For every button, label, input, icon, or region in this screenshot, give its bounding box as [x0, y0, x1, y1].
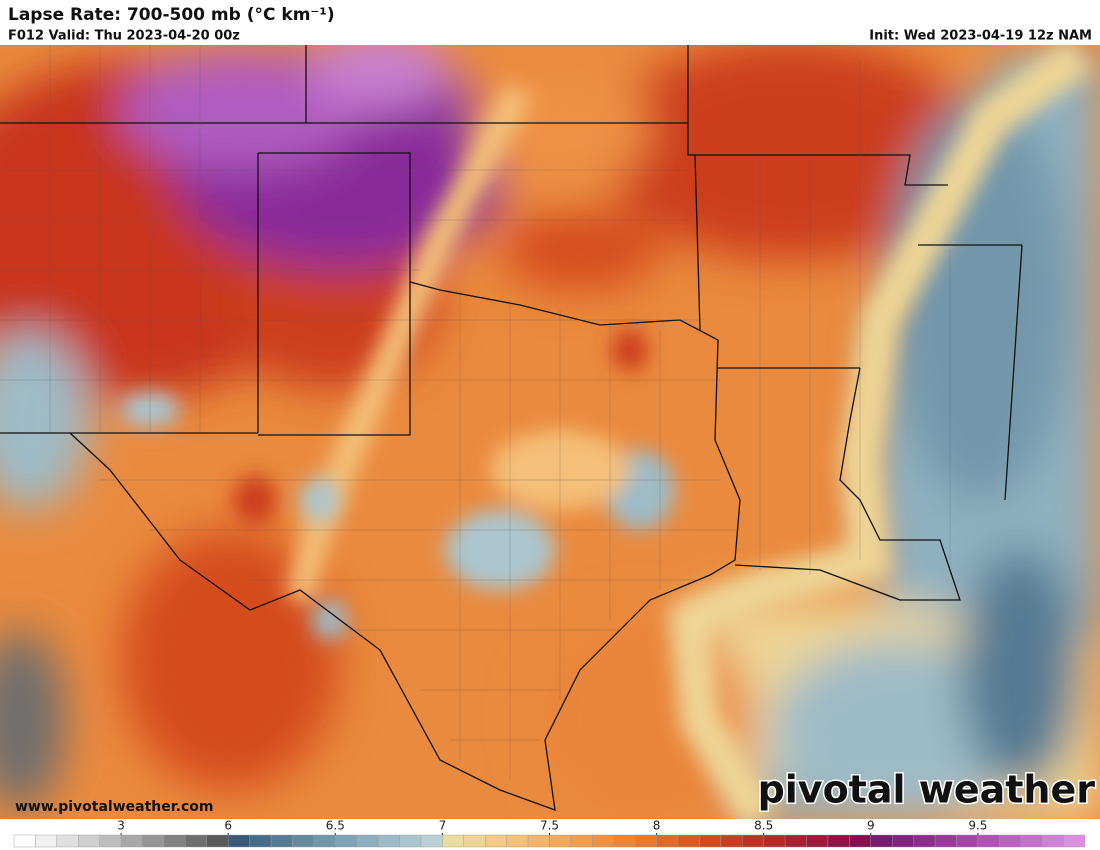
site-url: www.pivotalweather.com — [15, 799, 214, 815]
colorbar-tick-label: 9 — [867, 819, 875, 833]
colorbar-box — [656, 834, 679, 848]
colorbar-tick-label: 7 — [439, 819, 447, 833]
colorbar-tick-label: 6 — [224, 819, 232, 833]
colorbar-box — [934, 834, 957, 848]
colorbar-tick-label: 6.5 — [326, 819, 345, 833]
colorbar-box — [999, 834, 1021, 848]
colorbar-box — [99, 834, 122, 848]
colorbar-box — [913, 834, 936, 848]
colorbar-box — [78, 834, 100, 848]
colorbar-box — [292, 834, 315, 848]
colorbar-tick-label: 9.5 — [968, 819, 987, 833]
colorbar-box — [506, 834, 529, 848]
colorbar-box — [377, 834, 400, 848]
colorbar-box — [420, 834, 443, 848]
colorbar-box — [527, 834, 550, 848]
colorbar-box — [806, 834, 829, 848]
colorbar-box — [549, 834, 572, 848]
colorbar-box — [742, 834, 764, 848]
colorbar-box — [356, 834, 379, 848]
colorbar-box — [13, 834, 36, 848]
colorbar-box — [163, 834, 186, 848]
colorbar-box — [335, 834, 357, 848]
colorbar-tick-label: 3 — [117, 819, 125, 833]
colorbar-box — [463, 834, 486, 848]
colorbar-box — [892, 834, 914, 848]
colorbar-box — [784, 834, 807, 848]
init-time: Init: Wed 2023-04-19 12z NAM — [869, 29, 1092, 44]
colorbar-box — [56, 834, 79, 848]
map-title: Lapse Rate: 700-500 mb (°C km⁻¹) — [8, 5, 335, 25]
colorbar: 3 6 6.5 7 7.5 8 8.5 9 9.5 — [13, 819, 1086, 848]
colorbar-box — [977, 834, 1000, 848]
colorbar-box — [592, 834, 614, 848]
colorbar-box — [313, 834, 336, 848]
colorbar-box — [1063, 834, 1086, 848]
colorbar-tick-label: 7.5 — [540, 819, 559, 833]
colorbar-box — [142, 834, 165, 848]
colorbar-box — [35, 834, 58, 848]
colorbar-box — [120, 834, 143, 848]
colorbar-box — [270, 834, 293, 848]
colorbar-box — [634, 834, 657, 848]
logo: pivotal weather — [758, 768, 1096, 812]
colorbar-box — [720, 834, 743, 848]
colorbar-box — [870, 834, 893, 848]
colorbar-tick-label: 8.5 — [754, 819, 773, 833]
colorbar-box — [185, 834, 207, 848]
colorbar-box — [206, 834, 229, 848]
colorbar-box — [849, 834, 872, 848]
colorbar-box — [1041, 834, 1064, 848]
map-field — [0, 45, 1100, 819]
colorbar-box — [570, 834, 593, 848]
colorbar-box — [677, 834, 700, 848]
colorbar-box — [613, 834, 636, 848]
colorbar-box — [827, 834, 850, 848]
colorbar-box — [399, 834, 422, 848]
valid-time: F012 Valid: Thu 2023-04-20 00z — [8, 29, 240, 44]
colorbar-box — [956, 834, 979, 848]
colorbar-box — [1020, 834, 1043, 848]
colorbar-box — [699, 834, 722, 848]
colorbar-tick-label: 8 — [653, 819, 661, 833]
colorbar-box — [763, 834, 786, 848]
colorbar-box — [442, 834, 465, 848]
colorbar-box — [249, 834, 272, 848]
colorbar-box — [485, 834, 507, 848]
colorbar-box — [227, 834, 250, 848]
